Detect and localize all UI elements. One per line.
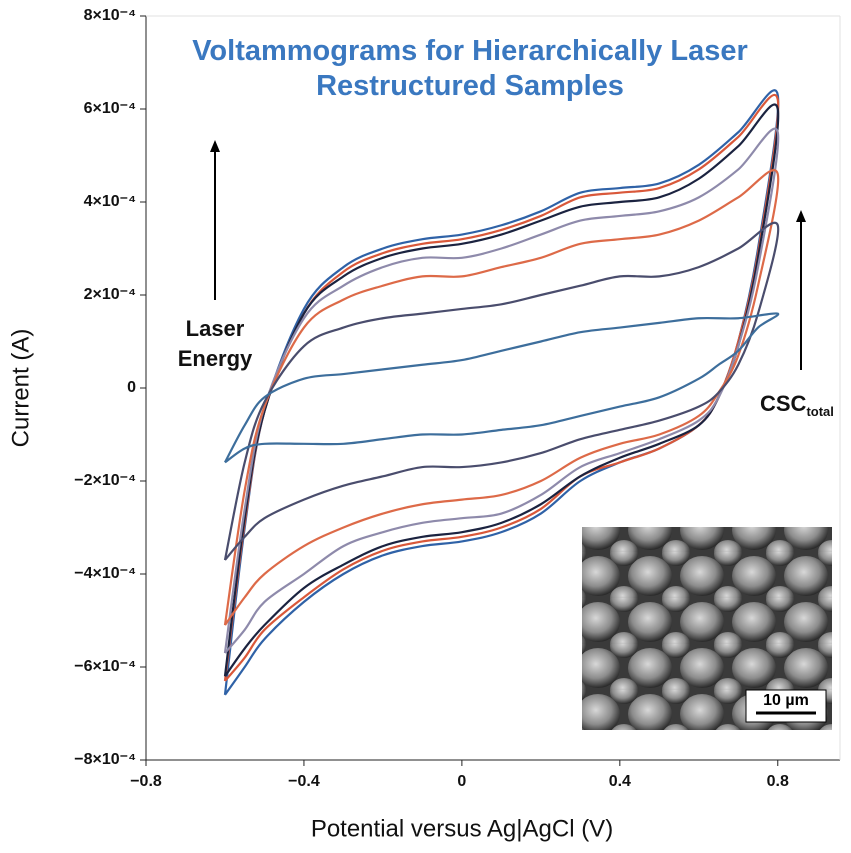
y-tick-label: −2×10⁻⁴ <box>74 472 136 489</box>
x-tick-label: 0.4 <box>609 773 631 790</box>
curves <box>223 89 780 696</box>
y-tick-label: −6×10⁻⁴ <box>74 658 136 675</box>
y-tick-label: −8×10⁻⁴ <box>74 751 136 768</box>
y-tick-label: 8×10⁻⁴ <box>84 7 136 24</box>
cv-curve <box>223 312 780 464</box>
chart-title: Voltammograms for Hierarchically Laser R… <box>192 35 748 102</box>
y-tick-label: 6×10⁻⁴ <box>84 100 136 117</box>
y-tick-label: −4×10⁻⁴ <box>74 565 136 582</box>
y-tick-label: 0 <box>127 379 136 396</box>
x-tick-label: −0.8 <box>130 773 162 790</box>
x-tick-label: −0.4 <box>288 773 320 790</box>
x-tick-label: 0 <box>457 773 466 790</box>
annotation: Energy <box>178 346 253 371</box>
cv-curve <box>223 221 780 561</box>
annotation: CSCtotal <box>760 391 834 420</box>
x-axis-title: Potential versus Ag|AgCl (V) <box>311 815 613 842</box>
cv-curve <box>223 103 780 677</box>
scale-bar-box <box>745 689 827 723</box>
arrow-head <box>210 140 220 152</box>
inset-image: 10 µm <box>582 527 832 730</box>
arrow-head <box>796 210 806 222</box>
y-tick-label: 2×10⁻⁴ <box>84 286 136 303</box>
cv-curve <box>223 127 780 654</box>
x-tick-label: 0.8 <box>767 773 789 790</box>
y-tick-label: 4×10⁻⁴ <box>84 193 136 210</box>
y-axis-title: Current (A) <box>7 329 34 448</box>
scale-bar-label: 10 µm <box>763 692 809 709</box>
annotation-text: CSC <box>760 391 807 416</box>
cv-curve <box>223 169 780 626</box>
annotation-subscript: total <box>806 404 833 419</box>
annotation: Laser <box>186 316 245 341</box>
